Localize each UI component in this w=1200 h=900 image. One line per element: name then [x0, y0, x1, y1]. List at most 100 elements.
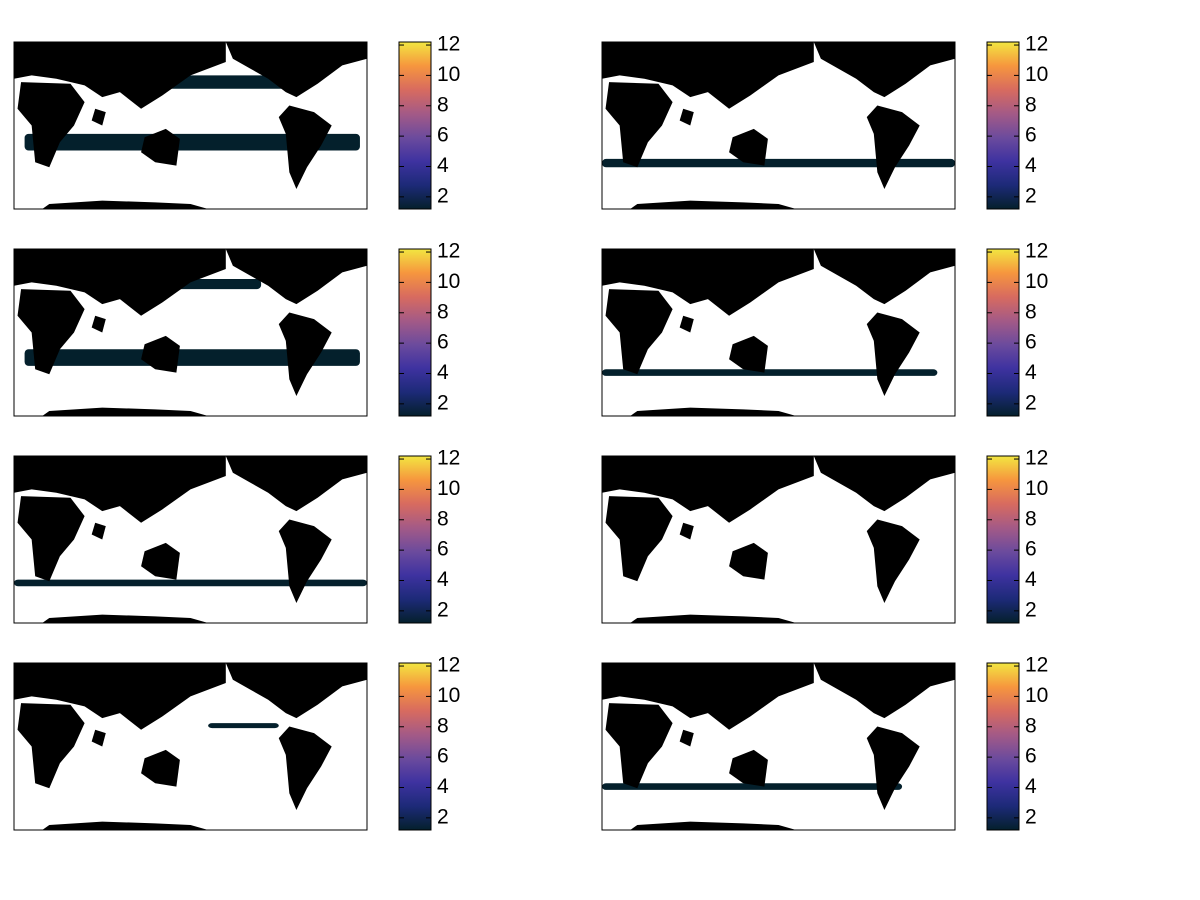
colorbar-tick-label: 8: [437, 93, 449, 116]
land: [14, 456, 226, 523]
colorbar-tick-label: 8: [437, 507, 449, 530]
land: [866, 105, 920, 189]
land: [17, 289, 85, 375]
ocean-patch: [24, 133, 360, 151]
colorbar-tick-label: 10: [437, 684, 460, 707]
ocean-patch: [602, 369, 938, 376]
land: [866, 519, 920, 603]
colorbar-tick-label: 10: [1025, 270, 1048, 293]
land: [729, 128, 768, 166]
land: [866, 726, 920, 810]
colorbar-tick-label: 8: [1025, 507, 1037, 530]
colorbar: [986, 662, 1020, 831]
map-frame: [13, 41, 368, 210]
colorbar-tick-label: 10: [1025, 684, 1048, 707]
colorbar-tick-label: 6: [1025, 331, 1037, 354]
colorbar-tick-label: 2: [1025, 391, 1037, 414]
land: [813, 42, 955, 98]
land: [17, 82, 85, 168]
land: [729, 749, 768, 787]
map-frame: [601, 248, 956, 417]
land: [605, 496, 673, 582]
colorbar: [986, 455, 1020, 624]
colorbar-tick-label: 2: [437, 184, 449, 207]
land: [813, 456, 955, 512]
land: [42, 200, 209, 209]
map-panel: 2 4 6 8 10 12: [13, 33, 460, 210]
ocean-patch: [14, 579, 367, 587]
colorbar-tick-label: 10: [1025, 63, 1048, 86]
colorbar-tick-label: 8: [437, 300, 449, 323]
map-frame: [13, 248, 368, 417]
land: [679, 522, 694, 540]
colorbar-tick-label: 4: [437, 775, 449, 798]
land: [602, 663, 814, 730]
colorbar-tick-label: 8: [1025, 300, 1037, 323]
land: [91, 108, 106, 126]
colorbar-tick-label: 8: [437, 714, 449, 737]
land: [630, 200, 797, 209]
map-frame: [601, 662, 956, 831]
colorbar-tick-label: 12: [437, 240, 460, 263]
colorbar-tick-label: 10: [437, 270, 460, 293]
land: [91, 315, 106, 333]
land: [141, 542, 180, 580]
colorbar-tick-label: 6: [1025, 538, 1037, 561]
land: [225, 456, 367, 512]
map-panel: 2 4 6 8 10 12: [601, 33, 1048, 210]
colorbar-tick-label: 12: [437, 654, 460, 677]
colorbar-tick-label: 2: [437, 598, 449, 621]
colorbar-tick-label: 12: [1025, 33, 1048, 56]
colorbar-tick-label: 6: [437, 331, 449, 354]
colorbar-tick-label: 2: [1025, 598, 1037, 621]
colorbar-tick-label: 4: [437, 568, 449, 591]
colorbar-tick-label: 6: [437, 538, 449, 561]
colorbar: [398, 455, 432, 624]
colorbar-tick-label: 4: [1025, 775, 1037, 798]
colorbar-tick-label: 8: [1025, 93, 1037, 116]
colorbar-tick-label: 2: [1025, 805, 1037, 828]
colorbar-tick-label: 2: [437, 391, 449, 414]
land: [91, 522, 106, 540]
colorbar-tick-label: 12: [437, 447, 460, 470]
colorbar-tick-label: 4: [1025, 568, 1037, 591]
colorbar-tick-label: 4: [1025, 154, 1037, 177]
ocean-patch: [208, 723, 279, 729]
land: [17, 496, 85, 582]
colorbar-tick-label: 10: [1025, 477, 1048, 500]
map-frame: [601, 455, 956, 624]
colorbar: [986, 248, 1020, 417]
colorbar-tick-label: 12: [1025, 447, 1048, 470]
colorbar-tick-label: 4: [1025, 361, 1037, 384]
map-panel: 2 4 6 8 10 12: [13, 240, 460, 417]
map-frame: [13, 455, 368, 624]
land: [17, 703, 85, 789]
land: [14, 249, 226, 316]
colorbar-tick-label: 6: [1025, 745, 1037, 768]
land: [729, 542, 768, 580]
land: [813, 249, 955, 305]
land: [605, 703, 673, 789]
land: [42, 821, 209, 830]
ocean-patch: [602, 158, 955, 168]
colorbar: [398, 662, 432, 831]
ocean-patch: [602, 783, 903, 790]
colorbar: [398, 41, 432, 210]
land: [679, 315, 694, 333]
colorbar-tick-label: 8: [1025, 714, 1037, 737]
colorbar-tick-label: 12: [1025, 654, 1048, 677]
colorbar-tick-label: 4: [437, 154, 449, 177]
map-panel: 2 4 6 8 10 12: [601, 447, 1048, 624]
land: [602, 249, 814, 316]
colorbar-tick-label: 12: [437, 33, 460, 56]
colorbar-tick-label: 2: [437, 805, 449, 828]
map-frame: [601, 41, 956, 210]
colorbar-tick-label: 6: [437, 124, 449, 147]
colorbar-tick-label: 10: [437, 63, 460, 86]
colorbar-tick-label: 6: [1025, 124, 1037, 147]
land: [14, 42, 226, 109]
land: [813, 663, 955, 719]
colorbar: [398, 248, 432, 417]
land: [225, 663, 367, 719]
